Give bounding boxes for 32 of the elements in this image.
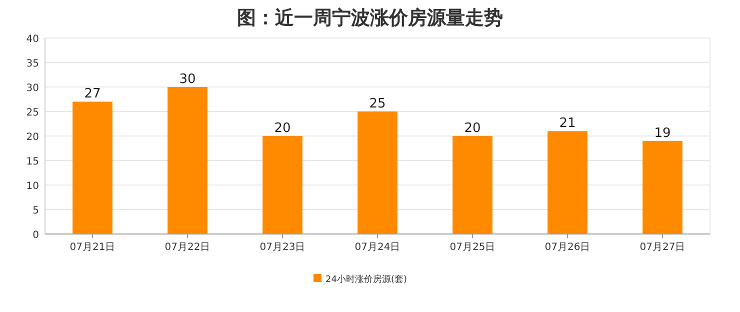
bar — [358, 112, 398, 234]
data-label: 25 — [369, 96, 386, 112]
x-tick-label: 07月25日 — [450, 242, 496, 253]
bar — [262, 136, 302, 234]
bar — [72, 102, 112, 234]
bar — [168, 87, 208, 234]
legend-label: 24小时涨价房源(套) — [326, 274, 407, 285]
x-tick-label: 07月21日 — [70, 242, 116, 253]
data-label: 20 — [274, 121, 291, 136]
x-tick-label: 07月24日 — [354, 242, 400, 253]
bar — [548, 131, 588, 234]
bar — [642, 140, 682, 234]
data-label: 19 — [654, 126, 671, 141]
y-tick-label: 10 — [26, 181, 39, 192]
y-tick-label: 0 — [32, 230, 39, 241]
data-label: 21 — [559, 116, 576, 132]
data-label: 20 — [464, 121, 481, 136]
x-tick-label: 07月23日 — [260, 242, 306, 253]
data-label: 27 — [84, 86, 101, 102]
y-tick-label: 35 — [26, 58, 39, 70]
y-tick-label: 5 — [32, 206, 39, 216]
y-tick-label: 20 — [26, 132, 39, 143]
y-tick-label: 30 — [26, 83, 39, 94]
y-tick-label: 40 — [26, 34, 39, 45]
bar — [452, 136, 492, 234]
data-label: 30 — [179, 72, 196, 87]
chart-title: 图：近一周宁波涨价房源量走势 — [237, 7, 503, 29]
y-tick-label: 15 — [26, 156, 39, 168]
y-tick-label: 25 — [26, 108, 39, 118]
x-tick-label: 07月26日 — [544, 242, 590, 253]
x-tick-label: 07月22日 — [164, 242, 210, 253]
x-tick-label: 07月27日 — [640, 242, 686, 253]
